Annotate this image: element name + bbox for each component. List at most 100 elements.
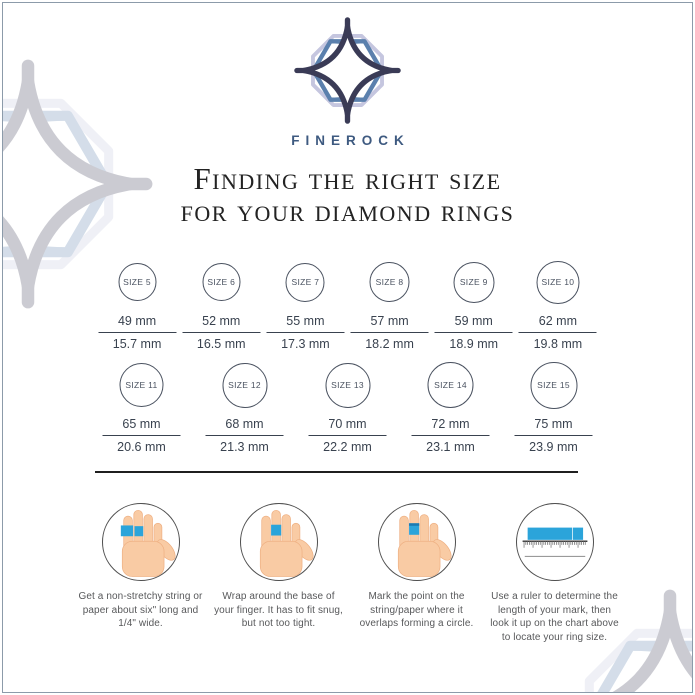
ring-measurements: 52 mm 16.5 mm — [182, 314, 261, 351]
ring-circle-wrap: SIZE 13 — [325, 360, 370, 410]
ring-size-item: SIZE 11 65 mm 20.6 mm — [90, 360, 193, 454]
ring-circle-wrap: SIZE 12 — [222, 360, 267, 410]
ring-diameter: 22.2 mm — [323, 440, 372, 454]
ring-circle: SIZE 13 — [325, 362, 370, 408]
ring-circle: SIZE 12 — [222, 362, 267, 408]
ring-measurements: 49 mm 15.7 mm — [98, 314, 177, 351]
ring-circumference: 68 mm — [225, 417, 264, 431]
ring-size-item: SIZE 7 55 mm 17.3 mm — [263, 257, 347, 351]
ring-circle: SIZE 5 — [118, 263, 157, 301]
step-instruction: Use a ruler to determine the length of y… — [490, 591, 619, 643]
ring-circumference: 55 mm — [286, 314, 325, 328]
step-item: Wrap around the base of your finger. It … — [210, 503, 348, 644]
ring-diameter: 17.3 mm — [281, 337, 330, 351]
ring-size-item: SIZE 12 68 mm 21.3 mm — [193, 360, 296, 454]
ring-circle: SIZE 8 — [369, 262, 410, 302]
ring-measurements: 62 mm 19.8 mm — [518, 314, 597, 351]
ring-measurements: 57 mm 18.2 mm — [350, 314, 429, 351]
header: FINEROCK — [3, 17, 692, 148]
ring-circle-wrap: SIZE 5 — [118, 257, 157, 307]
ring-measurements: 70 mm 22.2 mm — [308, 417, 387, 454]
ring-diameter: 23.9 mm — [529, 440, 578, 454]
ring-size-item: SIZE 15 75 mm 23.9 mm — [502, 360, 605, 454]
ring-size-item: SIZE 9 59 mm 18.9 mm — [432, 257, 516, 351]
ring-circumference: 59 mm — [454, 314, 493, 328]
step-circle — [515, 503, 594, 581]
measurement-divider — [434, 332, 513, 333]
measurement-divider — [182, 332, 261, 333]
sizing-steps: Get a non-stretchy string or paper about… — [72, 503, 624, 644]
ring-circle-wrap: SIZE 6 — [202, 257, 241, 307]
ring-circle-wrap: SIZE 7 — [285, 257, 325, 307]
ring-measurements: 59 mm 18.9 mm — [434, 314, 513, 351]
ring-circle-wrap: SIZE 14 — [427, 360, 474, 410]
page-title: Finding the right size for your diamond … — [3, 163, 692, 227]
ring-circle: SIZE 14 — [427, 362, 474, 408]
hand-mark-band-icon — [397, 509, 452, 577]
ring-size-label: SIZE 6 — [207, 277, 236, 287]
page-title-line1: Finding the right size — [193, 161, 502, 196]
ring-size-label: SIZE 5 — [123, 277, 151, 287]
ring-measurements: 68 mm 21.3 mm — [205, 417, 284, 454]
measurement-divider — [266, 332, 345, 333]
ring-circumference: 65 mm — [122, 417, 161, 431]
measurement-divider — [102, 435, 181, 436]
ring-circle-wrap: SIZE 10 — [536, 257, 580, 307]
step-item: Use a ruler to determine the length of y… — [486, 503, 624, 644]
ring-size-row-2: SIZE 11 65 mm 20.6 mm SIZE 12 68 mm 21.3 mm SI… — [90, 360, 605, 454]
ring-circumference: 72 mm — [431, 417, 470, 431]
ring-diameter: 19.8 mm — [533, 337, 583, 351]
ring-size-label: SIZE 15 — [537, 380, 570, 390]
measurement-divider — [205, 435, 284, 436]
finerock-compass-diamond-logo-icon — [294, 17, 401, 124]
ring-circle: SIZE 11 — [119, 363, 164, 407]
step-instruction: Mark the point on the string/paper where… — [359, 591, 474, 629]
ring-circumference: 70 mm — [328, 417, 367, 431]
ring-measurements: 75 mm 23.9 mm — [514, 417, 593, 454]
ring-size-item: SIZE 10 62 mm 19.8 mm — [516, 257, 600, 351]
step-circle — [239, 503, 318, 581]
ring-size-item: SIZE 14 72 mm 23.1 mm — [399, 360, 502, 454]
ring-diameter: 18.9 mm — [449, 337, 499, 351]
hand-string-two-bands-icon — [120, 509, 176, 577]
ring-circle: SIZE 6 — [202, 263, 241, 301]
ring-size-label: SIZE 11 — [125, 380, 158, 390]
ring-diameter: 20.6 mm — [117, 440, 166, 454]
ring-size-item: SIZE 6 52 mm 16.5 mm — [179, 257, 263, 351]
ring-size-row-1: SIZE 5 49 mm 15.7 mm SIZE 6 52 mm 16.5 mm SIZE… — [95, 257, 600, 351]
step-item: Mark the point on the string/paper where… — [348, 503, 486, 644]
ring-circumference: 52 mm — [202, 314, 241, 328]
ring-measurements: 55 mm 17.3 mm — [266, 314, 345, 351]
step-item: Get a non-stretchy string or paper about… — [72, 503, 210, 644]
ring-diameter: 16.5 mm — [196, 337, 246, 351]
ring-circle-wrap: SIZE 8 — [369, 257, 410, 307]
ring-circumference: 62 mm — [538, 314, 577, 328]
ring-circle-wrap: SIZE 9 — [453, 257, 495, 307]
ring-size-label: SIZE 14 — [434, 380, 467, 390]
step-circle — [101, 503, 180, 581]
ring-circle-wrap: SIZE 11 — [119, 360, 164, 410]
ring-size-item: SIZE 13 70 mm 22.2 mm — [296, 360, 399, 454]
hand-wrap-band-icon — [259, 509, 314, 577]
section-divider — [95, 471, 578, 473]
ring-circumference: 49 mm — [117, 314, 157, 328]
ring-circle: SIZE 9 — [453, 261, 495, 303]
ring-size-item: SIZE 5 49 mm 15.7 mm — [95, 257, 179, 351]
ring-diameter: 15.7 mm — [112, 337, 162, 351]
ring-size-label: SIZE 10 — [541, 277, 575, 287]
ring-size-item: SIZE 8 57 mm 18.2 mm — [347, 257, 431, 351]
ring-circle: SIZE 7 — [285, 262, 325, 302]
ring-size-label: SIZE 12 — [228, 380, 261, 390]
ring-size-label: SIZE 8 — [375, 277, 404, 287]
measurement-divider — [514, 435, 593, 436]
ring-diameter: 18.2 mm — [365, 337, 414, 351]
step-instruction: Wrap around the base of your finger. It … — [214, 591, 343, 629]
step-circle — [377, 503, 456, 581]
step-instruction: Get a non-stretchy string or paper about… — [78, 591, 203, 629]
measurement-divider — [350, 332, 429, 333]
measurement-divider — [308, 435, 387, 436]
ring-measurements: 65 mm 20.6 mm — [102, 417, 181, 454]
ring-diameter: 21.3 mm — [220, 440, 269, 454]
ring-circle-wrap: SIZE 15 — [530, 360, 577, 410]
ring-size-label: SIZE 9 — [459, 277, 488, 287]
